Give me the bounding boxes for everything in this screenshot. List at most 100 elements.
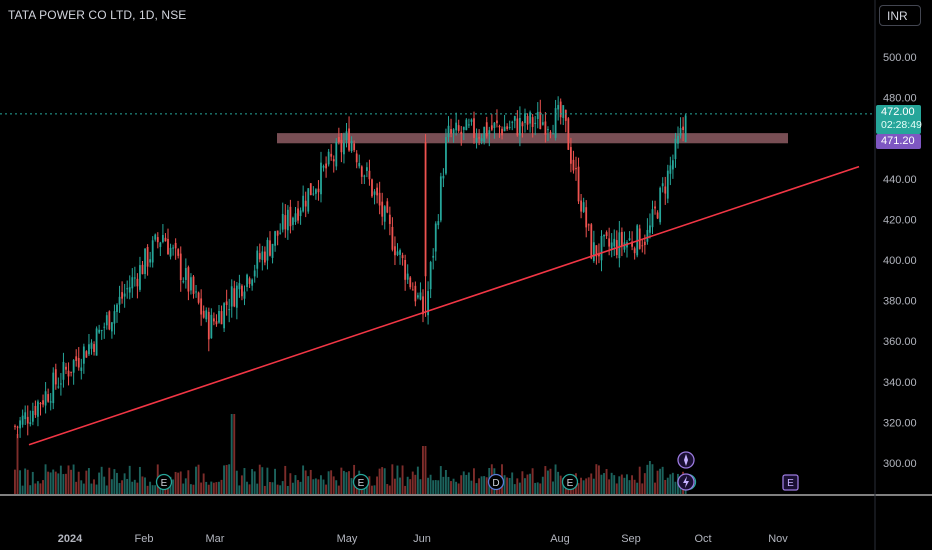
volume-bar <box>16 434 19 494</box>
candle-body <box>541 122 544 125</box>
candle-body <box>682 126 684 131</box>
candle-body <box>141 264 144 275</box>
candle-body <box>182 281 185 283</box>
y-tick-label: 300.00 <box>883 458 917 470</box>
candle-body <box>162 235 164 243</box>
candle-body <box>54 369 57 385</box>
volume-bar <box>228 464 231 494</box>
volume-bar <box>457 483 460 494</box>
candle-body <box>388 214 391 225</box>
volume-bar <box>116 472 118 494</box>
candle-body <box>228 309 231 311</box>
currency-button[interactable]: INR <box>879 5 921 26</box>
candle-body <box>121 292 123 299</box>
volume-bar <box>615 483 618 494</box>
candle-body <box>488 130 491 135</box>
candle-body <box>75 356 78 361</box>
candle-body <box>258 253 261 260</box>
candle-body <box>276 230 279 236</box>
marker-symbol: E <box>567 478 574 489</box>
candle-body <box>223 303 225 329</box>
candle-body <box>513 116 516 121</box>
candle-body <box>590 224 593 259</box>
candle-body <box>337 137 340 142</box>
candle-body <box>29 422 32 425</box>
candle-body <box>450 129 452 134</box>
volume-bar <box>59 465 62 494</box>
volume-bar <box>251 469 254 494</box>
candle-body <box>195 291 197 293</box>
x-tick-label: Nov <box>768 533 788 545</box>
volume-bar <box>314 478 317 494</box>
volume-bar <box>610 472 613 494</box>
volume-bar <box>212 482 215 494</box>
earnings-marker-icon: E <box>561 473 579 491</box>
volume-bar <box>144 477 146 494</box>
candle-body <box>598 253 600 257</box>
candle-body <box>534 122 537 124</box>
candle-body <box>113 311 116 324</box>
candle-body <box>37 401 39 417</box>
volume-bar <box>294 475 297 494</box>
volume-bar <box>230 414 233 494</box>
candle-body <box>529 112 531 124</box>
candle-body <box>417 295 419 298</box>
candle-body <box>335 141 338 167</box>
volume-bar <box>603 473 605 494</box>
candle-body <box>82 346 85 364</box>
candle-body <box>391 226 394 250</box>
candle-body <box>631 241 633 247</box>
y-tick-label: 360.00 <box>883 336 917 348</box>
volume-bar <box>580 477 582 494</box>
candle-body <box>411 289 414 291</box>
candle-body <box>544 121 547 135</box>
volume-bar <box>93 479 95 494</box>
candle-body <box>238 283 241 290</box>
candle-body <box>524 113 526 123</box>
volume-bar <box>638 466 641 494</box>
volume-bar <box>633 479 636 494</box>
volume-bar <box>103 476 106 494</box>
volume-bar <box>80 480 83 494</box>
candle-body <box>363 175 366 177</box>
candle-body <box>641 245 644 247</box>
volume-bar <box>210 481 213 494</box>
candle-body <box>190 277 192 291</box>
volume-bar <box>592 478 595 494</box>
candle-body <box>348 128 350 151</box>
volume-bar <box>223 465 225 494</box>
volume-bar <box>378 468 381 494</box>
candle-body <box>439 176 442 221</box>
candle-body <box>31 410 34 422</box>
volume-bar <box>470 480 473 494</box>
x-tick-label: May <box>337 533 358 545</box>
volume-bar <box>401 465 404 494</box>
volume-bar <box>422 446 424 494</box>
volume-bar <box>123 473 126 494</box>
candle-body <box>202 310 205 318</box>
candle-body <box>307 188 310 212</box>
candle-body <box>587 224 590 226</box>
volume-bar <box>411 471 414 494</box>
volume-bar <box>67 465 70 494</box>
candle-body <box>521 122 524 127</box>
candle-body <box>218 311 220 323</box>
candle-body <box>187 267 190 292</box>
volume-bar <box>309 469 312 494</box>
candle-body <box>355 153 358 163</box>
candle-body <box>332 159 335 162</box>
candle-body <box>445 137 447 174</box>
candle-body <box>613 238 616 247</box>
volume-bar <box>149 481 152 494</box>
volume-bar <box>304 470 307 494</box>
volume-bar <box>534 482 537 494</box>
candle-body <box>366 167 368 172</box>
candle-body <box>246 274 248 288</box>
candle-body <box>98 329 101 333</box>
volume-bar <box>608 479 611 494</box>
x-tick-label: Aug <box>550 533 570 545</box>
volume-bar <box>49 472 52 494</box>
candle-body <box>340 139 343 153</box>
candle-body <box>126 288 129 290</box>
